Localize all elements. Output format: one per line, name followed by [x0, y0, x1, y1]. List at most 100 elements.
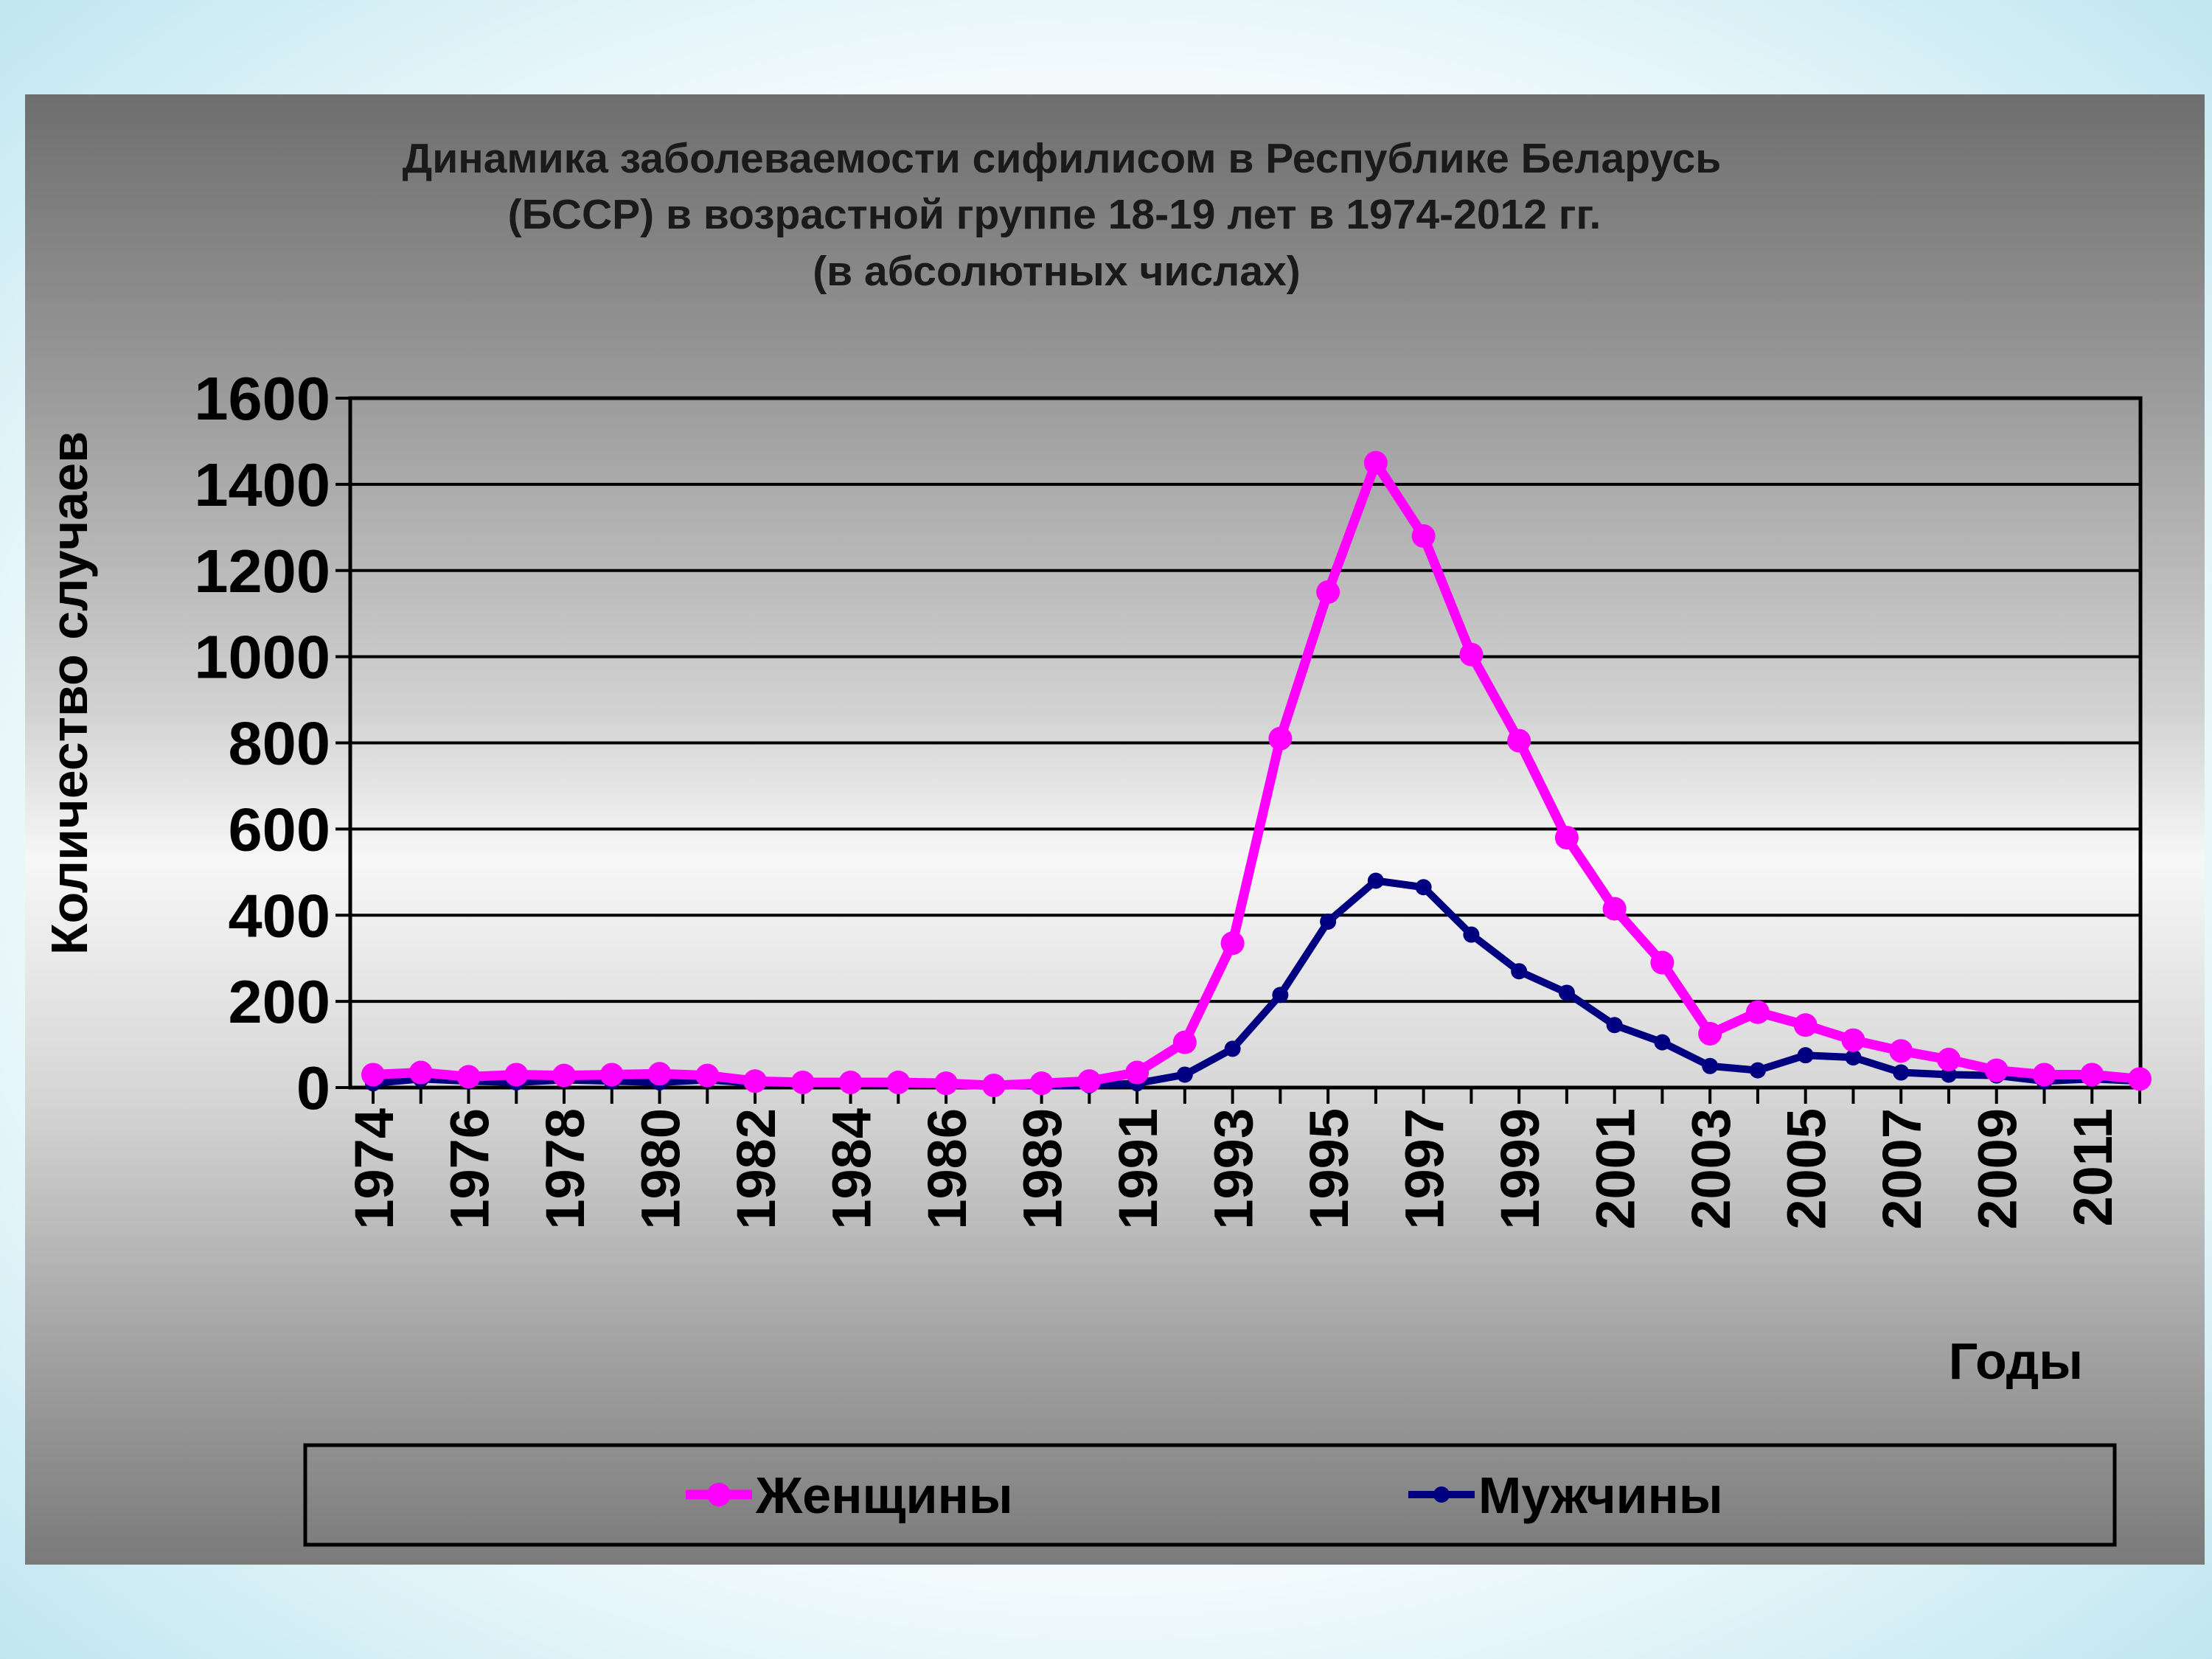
data-point-women [408, 1060, 433, 1085]
legend-item-women: Женщины [686, 1467, 1013, 1524]
data-point-women [1125, 1060, 1150, 1085]
data-point-women [504, 1062, 529, 1087]
data-point-women [1841, 1028, 1865, 1052]
data-point-women [1554, 826, 1579, 850]
x-tick-label: 1995 [1298, 1108, 1360, 1230]
data-point-women [1411, 524, 1436, 548]
data-point-women [934, 1071, 959, 1096]
chart-title: Динамика заболеваемости сифилисом в Респ… [403, 135, 1722, 295]
legend-box [303, 1443, 2117, 1547]
series-men [365, 872, 2148, 1094]
gridlines [350, 482, 2140, 1004]
x-tick-label: 1989 [1012, 1108, 1074, 1230]
data-point-women [790, 1070, 815, 1094]
data-point-women [2128, 1067, 2152, 1091]
data-point-women [1316, 580, 1340, 604]
data-point-men [1654, 1034, 1671, 1051]
data-point-women [838, 1070, 863, 1094]
data-point-women [1650, 950, 1674, 975]
series-lines [361, 451, 2152, 1098]
data-point-men [1367, 872, 1384, 889]
data-point-women [1363, 451, 1388, 475]
data-point-men [1797, 1047, 1814, 1064]
data-point-men [1893, 1064, 1910, 1081]
data-point-men [1511, 963, 1528, 980]
y-tick-label: 600 [229, 795, 330, 863]
data-point-women [361, 1062, 385, 1087]
data-point-men [1606, 1017, 1623, 1034]
data-point-women [1077, 1069, 1102, 1093]
y-axis-ticks: 0 200 400 600 800 1000 1200 1400 1600 [194, 364, 350, 1122]
y-tick-label: 200 [229, 967, 330, 1036]
data-point-women [1507, 728, 1531, 753]
chart-title-line-1: Динамика заболеваемости сифилисом в Респ… [403, 135, 1722, 182]
data-point-men [1749, 1062, 1766, 1079]
x-tick-label: 1982 [726, 1108, 787, 1230]
y-tick-label: 1200 [194, 537, 330, 605]
y-axis-label: Количество случаев [41, 431, 98, 955]
x-tick-label: 2001 [1585, 1108, 1646, 1230]
x-tick-label: 1974 [344, 1108, 405, 1230]
data-point-women [1793, 1013, 1818, 1037]
chart-title-line-3: (в абсолютных числах) [813, 248, 1301, 295]
x-tick-label: 2005 [1776, 1108, 1837, 1230]
x-tick-label: 1999 [1489, 1108, 1551, 1230]
data-point-women [1029, 1071, 1054, 1096]
data-point-women [552, 1063, 577, 1088]
data-point-men [1224, 1040, 1241, 1057]
data-point-men [1463, 926, 1480, 943]
y-tick-label: 1000 [194, 623, 330, 692]
x-axis-ticks: 1974 1976 1978 1980 1982 1984 1986 1989 1991 1993… [344, 1088, 2141, 1230]
data-point-women [1172, 1030, 1197, 1054]
x-axis-label: Годы [1949, 1332, 2083, 1390]
data-point-women [1459, 642, 1484, 667]
x-tick-label: 1991 [1107, 1108, 1169, 1230]
data-point-women [1984, 1058, 2008, 1082]
x-tick-label: 2003 [1680, 1108, 1742, 1230]
x-tick-label: 2011 [2062, 1108, 2124, 1227]
data-point-men [1415, 879, 1432, 896]
series-women [361, 451, 2152, 1098]
chart-title-line-2: (БССР) в возрастной группе 18-19 лет в 1… [508, 191, 1601, 238]
series-line-men [369, 877, 2143, 1090]
series-line-women [368, 458, 2145, 1091]
data-point-women [1936, 1048, 1961, 1072]
y-tick-label: 400 [229, 881, 330, 950]
data-point-women [981, 1074, 1006, 1098]
data-point-women [695, 1063, 720, 1088]
data-point-women [2080, 1062, 2104, 1087]
data-point-men [1272, 987, 1289, 1004]
legend-label-men: Мужчины [1478, 1467, 1723, 1524]
y-tick-label: 1400 [194, 451, 330, 519]
x-tick-label: 1976 [439, 1108, 501, 1230]
data-point-women [743, 1069, 768, 1093]
x-tick-label: 1984 [821, 1108, 883, 1230]
x-tick-label: 1986 [917, 1108, 978, 1230]
data-point-women [1220, 931, 1245, 956]
legend-marker-women [707, 1483, 731, 1506]
legend-label-women: Женщины [755, 1467, 1013, 1524]
y-tick-label: 1600 [194, 364, 330, 433]
data-point-women [1889, 1039, 1913, 1063]
data-point-women [1745, 1000, 1770, 1024]
data-point-women [599, 1062, 624, 1087]
data-point-women [456, 1065, 481, 1089]
x-tick-label: 1993 [1203, 1108, 1265, 1230]
data-point-women [1602, 897, 1627, 921]
data-point-women [1698, 1021, 1722, 1046]
y-tick-label: 800 [229, 709, 330, 778]
legend-item-men: Мужчины [1408, 1467, 1723, 1524]
x-tick-label: 1997 [1394, 1108, 1455, 1230]
data-point-men [1845, 1049, 1862, 1066]
data-point-women [886, 1070, 911, 1094]
legend-marker-men [1433, 1486, 1450, 1503]
data-point-women [2032, 1062, 2056, 1087]
x-tick-label: 2007 [1871, 1108, 1933, 1230]
x-tick-label: 2009 [1967, 1108, 2028, 1230]
data-point-women [647, 1062, 672, 1086]
data-point-men [1702, 1057, 1719, 1074]
x-tick-label: 1980 [630, 1108, 692, 1230]
x-tick-label: 1978 [535, 1108, 596, 1230]
data-point-women [1268, 726, 1293, 751]
